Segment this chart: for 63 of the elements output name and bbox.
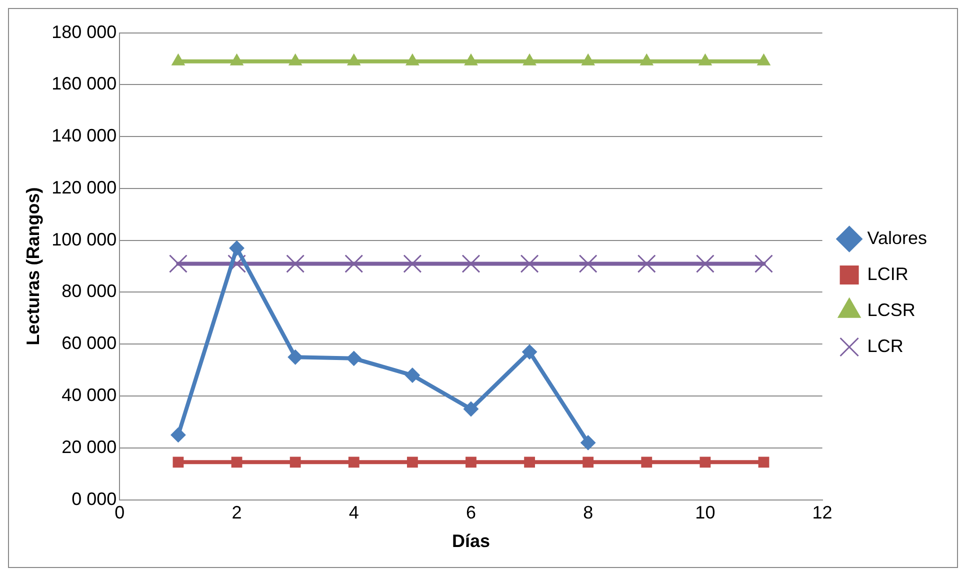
point [288,350,303,365]
point [172,54,185,66]
y-tick-label: 0 000 [72,488,117,509]
point [757,54,770,66]
x-tick-label: 6 [466,502,476,523]
legend-label: Valores [867,228,928,248]
x-tick-label: 8 [583,502,594,523]
point [348,456,360,468]
point [288,54,302,66]
x-tick-label: 12 [812,502,832,523]
point [463,401,478,416]
point [347,54,360,66]
point [582,54,595,66]
point [344,254,364,273]
point [696,254,714,273]
point [580,435,596,450]
point [641,456,652,468]
x-tick-label: 4 [348,502,359,523]
y-tick-label: 160 000 [52,74,117,94]
y-tick-label: 120 000 [52,177,117,198]
x-axis-title: Días [452,531,490,552]
legend-label: LCIR [867,264,908,284]
point [172,456,184,468]
point [403,254,422,273]
point [404,368,420,383]
point [700,456,711,468]
legend-label: LCSR [867,300,916,320]
point [406,54,419,66]
point [168,254,188,273]
point [524,456,535,468]
point [231,456,242,468]
point [698,54,712,66]
point [230,54,244,66]
point [466,456,476,468]
legend-label: LCR [867,336,904,356]
point [637,254,656,273]
point [520,254,539,273]
y-tick-label: 40 000 [62,384,117,405]
point [522,344,538,360]
y-axis-title: Lecturas (Rangos) [22,187,43,346]
point [290,456,301,468]
y-tick-label: 140 000 [52,126,117,146]
point [346,350,362,366]
point [286,254,305,273]
point [582,456,594,468]
point [522,54,536,66]
y-tick-label: 80 000 [62,281,117,302]
point [578,254,598,273]
x-tick-label: 0 [114,502,125,523]
y-tick-label: 180 000 [52,22,117,42]
point [229,240,244,256]
x-tick-label: 10 [695,502,716,523]
point [462,254,480,273]
x-tick-label: 2 [232,502,242,523]
point [170,427,186,442]
point [406,456,418,468]
point [464,54,478,66]
point [754,254,773,273]
y-tick-label: 100 000 [52,229,117,250]
point [640,54,654,66]
point [758,456,770,468]
y-tick-label: 20 000 [62,436,117,457]
y-tick-label: 60 000 [62,333,117,354]
